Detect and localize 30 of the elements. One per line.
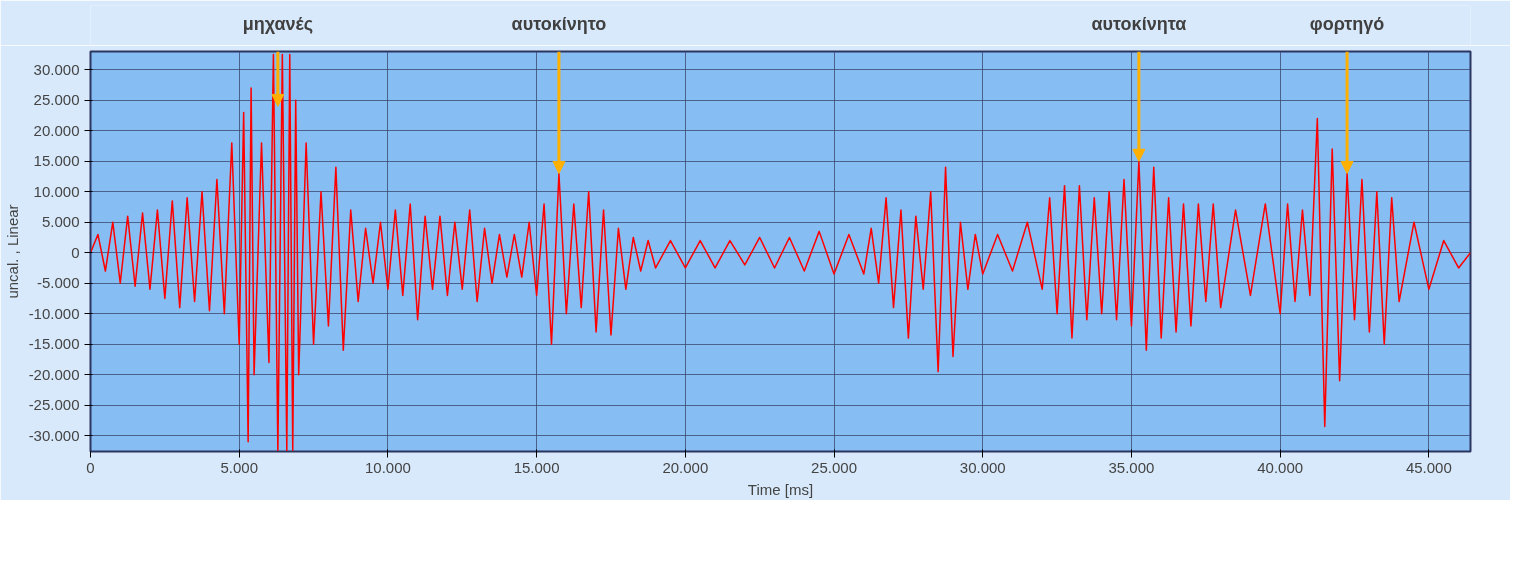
y-tick-label: 15.000 [33, 152, 80, 170]
y-axis-title: uncal. , Linear [3, 204, 21, 299]
y-tick-label: -5.000 [36, 274, 80, 292]
y-tick-label: 5.000 [41, 213, 80, 231]
y-tick-label: 25.000 [33, 91, 80, 109]
y-tick-label: 30.000 [33, 60, 80, 78]
x-tick-label: 35.000 [1108, 458, 1155, 476]
line-series [90, 53, 1471, 452]
annotation: αυτοκίνητα [1091, 13, 1187, 34]
y-tick-label: -10.000 [28, 304, 80, 322]
y-tick-label: -15.000 [28, 335, 80, 353]
x-tick-label: 45.000 [1405, 458, 1452, 476]
annotation: μηχανές [242, 13, 314, 34]
y-tick-label: 0 [71, 243, 80, 261]
x-tick-label: 10.000 [364, 458, 411, 476]
x-tick-label: 20.000 [662, 458, 709, 476]
x-tick-label: 25.000 [811, 458, 857, 476]
annotation: αυτοκίνητο [511, 13, 607, 34]
x-axis-title: Time [ms] [747, 480, 814, 498]
y-tick-label: 20.000 [33, 121, 80, 139]
y-tick-label: -25.000 [28, 396, 80, 414]
x-tick-label: 40.000 [1257, 458, 1304, 476]
annotation: φορτηγό [1309, 13, 1385, 34]
y-tick-label: -20.000 [28, 365, 80, 383]
y-tick-label: -30.000 [28, 426, 80, 444]
x-tick-label: 15.000 [513, 458, 560, 476]
x-tick-label: 5.000 [220, 458, 258, 476]
y-tick-label: 10.000 [33, 182, 80, 200]
x-tick-label: 30.000 [959, 458, 1006, 476]
x-tick-label: 0 [86, 458, 95, 476]
